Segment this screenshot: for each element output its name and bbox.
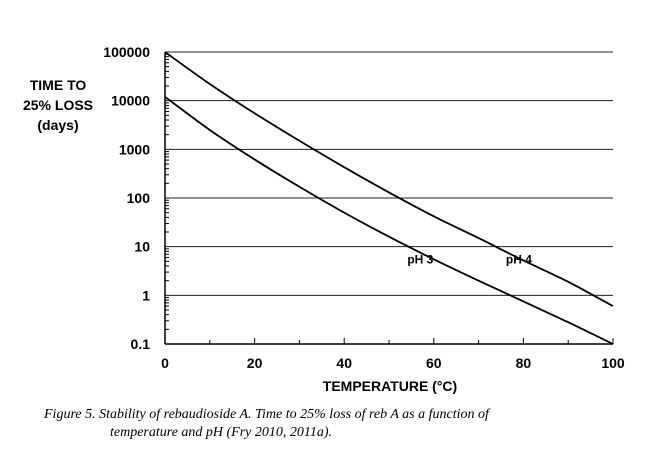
curves xyxy=(164,51,614,345)
x-tick-label-1: 20 xyxy=(247,355,263,371)
y-tick-label-6: 100000 xyxy=(103,44,150,60)
x-axis-title: TEMPERATURE (°C) xyxy=(323,378,457,394)
y-axis-title-line-1: 25% LOSS xyxy=(23,97,93,113)
series-line-ph-3 xyxy=(164,96,614,345)
y-axis-title-line-2: (days) xyxy=(37,117,78,133)
y-tick-label-3: 100 xyxy=(127,190,151,206)
series-label-0: pH 4 xyxy=(506,253,532,267)
y-tick-label-5: 10000 xyxy=(111,93,150,109)
y-tick-label-1: 1 xyxy=(142,287,150,303)
caption-line-1: Figure 5. Stability of rebaudioside A. T… xyxy=(44,407,489,422)
series-line-ph-4 xyxy=(164,51,614,307)
x-tick-label-0: 0 xyxy=(161,355,169,371)
axes xyxy=(164,52,614,345)
x-tick-label-5: 100 xyxy=(601,355,625,371)
x-tick-label-3: 60 xyxy=(426,355,442,371)
y-axis-title-line-0: TIME TO xyxy=(30,77,87,93)
y-tick-label-2: 10 xyxy=(134,239,150,255)
caption-line-2: temperature and pH (Fry 2010, 2011a). xyxy=(110,425,333,440)
grid-lines xyxy=(165,51,613,345)
y-tick-label-4: 1000 xyxy=(119,141,150,157)
series-label-1: pH 3 xyxy=(407,253,433,267)
figure-caption: Figure 5. Stability of rebaudioside A. T… xyxy=(44,406,644,442)
tick-labels: 0.1 1 10 100 1000 10000 100000 0 20 40 60 80 100 TEMP… xyxy=(23,44,625,394)
y-tick-label-0: 0.1 xyxy=(131,336,151,352)
x-tick-label-2: 40 xyxy=(336,355,352,371)
x-tick-label-4: 80 xyxy=(516,355,532,371)
chart: 0.1 1 10 100 1000 10000 100000 0 20 40 60 80 100 TEMP… xyxy=(23,44,625,394)
